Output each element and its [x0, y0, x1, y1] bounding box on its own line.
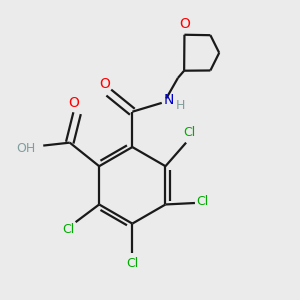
Text: O: O — [179, 17, 190, 32]
Text: Cl: Cl — [62, 223, 74, 236]
Text: O: O — [99, 77, 110, 91]
Text: N: N — [164, 93, 174, 107]
Text: Cl: Cl — [196, 195, 208, 208]
Text: H: H — [176, 99, 186, 112]
Text: Cl: Cl — [126, 257, 139, 270]
Text: O: O — [69, 96, 80, 110]
Text: OH: OH — [16, 142, 36, 155]
Text: Cl: Cl — [183, 126, 195, 139]
